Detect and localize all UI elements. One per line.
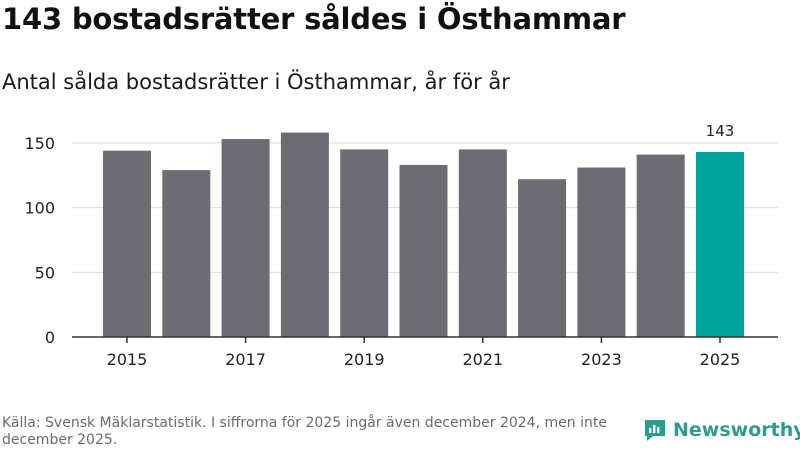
data-labels: 143 xyxy=(706,122,735,140)
newsworthy-logo-icon xyxy=(645,420,665,441)
brand-name: Newsworthy xyxy=(673,419,800,441)
x-tick-label: 2015 xyxy=(107,350,148,369)
x-tick-label: 2017 xyxy=(225,350,266,369)
newsworthy-logo: Newsworthy xyxy=(643,418,800,442)
bar-2021 xyxy=(458,149,507,337)
bar-2020 xyxy=(399,164,448,337)
data-label-2025: 143 xyxy=(706,122,735,140)
y-tick-label: 100 xyxy=(24,199,55,218)
x-tick-label: 2025 xyxy=(700,350,741,369)
bar-chart: 143 0 50 100 150 2015 2017 2019 2021 2023 2025 xyxy=(24,122,778,369)
bar-2019 xyxy=(340,149,389,337)
bar-2015 xyxy=(103,150,151,337)
x-tick-label: 2021 xyxy=(462,350,503,369)
bar-2017 xyxy=(221,139,270,337)
bar-2018 xyxy=(280,132,329,337)
y-tick-label: 50 xyxy=(35,263,55,282)
chart-subtitle: Antal sålda bostadsrätter i Östhammar, å… xyxy=(2,70,510,94)
chart-title: 143 bostadsrätter såldes i Östhammar xyxy=(2,2,626,36)
x-tick-label: 2019 xyxy=(344,350,385,369)
source-note: Källa: Svensk Mäklarstatistik. I siffror… xyxy=(2,415,607,448)
y-tick-label: 150 xyxy=(24,134,55,153)
bar-2016 xyxy=(162,170,211,337)
y-tick-label: 0 xyxy=(45,328,55,347)
bar-2024 xyxy=(636,154,685,337)
bars xyxy=(103,132,744,337)
bar-2023 xyxy=(577,167,626,337)
axes: 0 50 100 150 2015 2017 2019 2021 2023 2025 xyxy=(24,134,778,369)
bar-2022 xyxy=(518,179,567,337)
bar-2025 xyxy=(696,151,744,337)
x-tick-label: 2023 xyxy=(581,350,622,369)
